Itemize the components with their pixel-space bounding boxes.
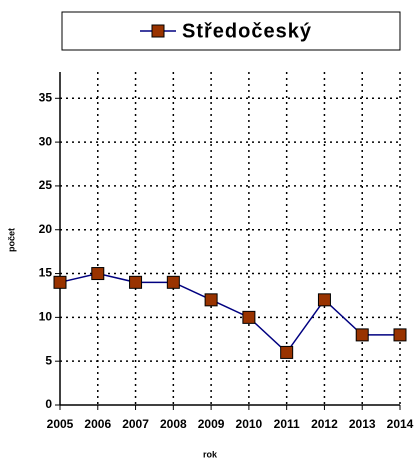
marker bbox=[242, 310, 256, 324]
y-tick-label: 0 bbox=[45, 397, 52, 411]
y-tick-label: 15 bbox=[39, 266, 53, 280]
x-tick-label: 2011 bbox=[274, 417, 300, 431]
marker bbox=[91, 267, 105, 281]
legend-marker bbox=[151, 24, 165, 38]
y-axis-label: počet bbox=[6, 228, 16, 252]
series-line bbox=[59, 272, 400, 354]
marker bbox=[166, 275, 180, 289]
x-tick-label: 2009 bbox=[198, 417, 225, 431]
marker bbox=[393, 328, 407, 342]
y-tick-label: 5 bbox=[45, 353, 52, 367]
marker bbox=[53, 275, 67, 289]
legend-box bbox=[61, 11, 401, 51]
marker bbox=[317, 293, 331, 307]
x-tick-label: 2007 bbox=[122, 417, 149, 431]
x-tick-label: 2010 bbox=[236, 417, 263, 431]
y-tick-label: 35 bbox=[39, 90, 53, 104]
y-tick-label: 20 bbox=[39, 222, 53, 236]
x-tick-label: 2012 bbox=[311, 417, 338, 431]
legend-label: Středočeský bbox=[182, 20, 312, 42]
marker bbox=[280, 345, 294, 359]
marker bbox=[204, 293, 218, 307]
y-tick-label: 10 bbox=[39, 310, 53, 324]
x-tick-label: 2013 bbox=[349, 417, 376, 431]
marker bbox=[355, 328, 369, 342]
marker bbox=[129, 275, 143, 289]
x-tick-label: 2014 bbox=[387, 417, 414, 431]
y-tick-label: 30 bbox=[39, 134, 53, 148]
x-tick-label: 2005 bbox=[47, 417, 74, 431]
x-axis-label: rok bbox=[203, 449, 218, 459]
x-tick-label: 2006 bbox=[84, 417, 111, 431]
y-tick-label: 25 bbox=[39, 178, 53, 192]
x-tick-label: 2008 bbox=[160, 417, 187, 431]
